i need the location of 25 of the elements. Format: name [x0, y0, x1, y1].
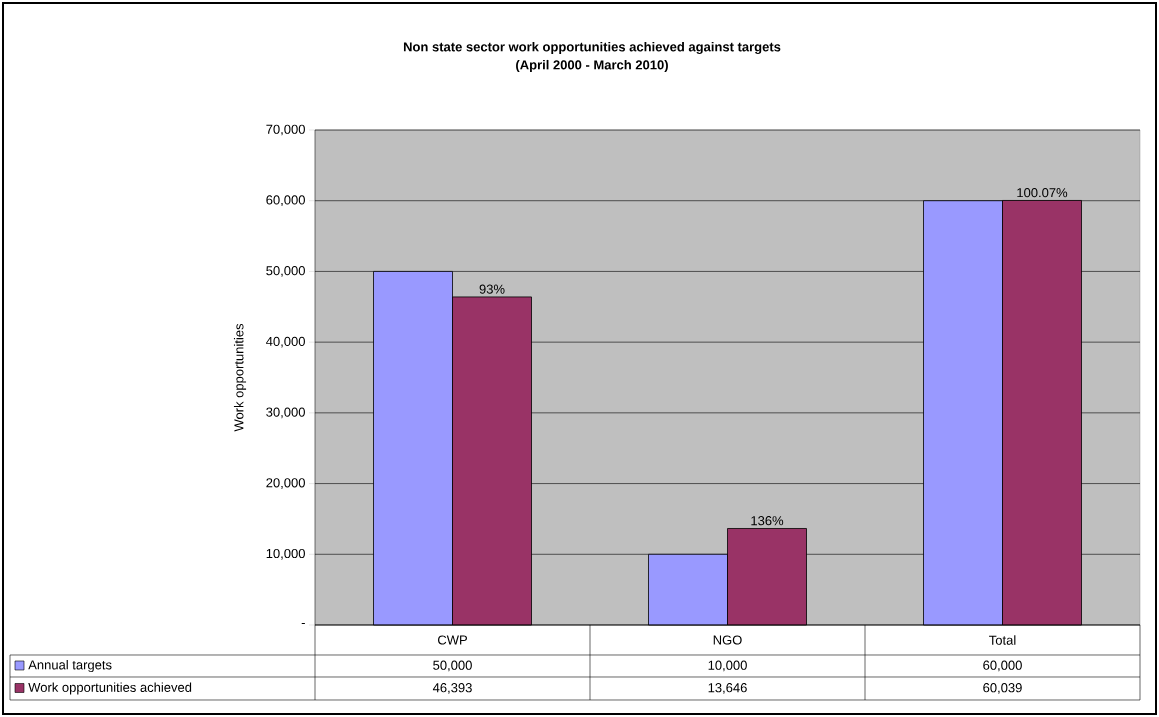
y-tick-label: 30,000 — [266, 407, 305, 419]
y-tick-label: 10,000 — [266, 548, 305, 560]
y-axis-title: Work opportunities — [233, 323, 247, 432]
x-tick-label: Total — [989, 635, 1016, 645]
y-tick-label: 60,000 — [266, 195, 305, 207]
chart-title: Non state sector work opportunities achieved against targets — [403, 41, 781, 55]
legend-label: Annual targets — [28, 659, 112, 673]
annotation: 100.07% — [1017, 188, 1068, 198]
y-tick-label: 70,000 — [266, 124, 305, 136]
data-label: 50,000 — [433, 660, 472, 672]
data-label: 13,646 — [708, 683, 747, 694]
y-tick-label: 50,000 — [266, 266, 305, 277]
data-label: 60,000 — [983, 660, 1022, 672]
legend-label: Work opportunities achieved — [28, 682, 192, 695]
data-label: 10,000 — [708, 660, 747, 672]
x-tick-label: CWP — [438, 635, 467, 645]
y-tick-label: 40,000 — [266, 336, 305, 348]
y-tick-label: 20,000 — [266, 478, 305, 489]
y-tick-label: - — [301, 623, 305, 625]
data-label: 60,039 — [983, 683, 1022, 694]
chart-subtitle: (April 2000 - March 2010) — [516, 59, 668, 73]
data-label: 46,393 — [432, 683, 472, 694]
annotation: 136% — [751, 516, 784, 526]
annotation: 93% — [479, 284, 505, 294]
x-tick-label: NGO — [713, 635, 742, 645]
